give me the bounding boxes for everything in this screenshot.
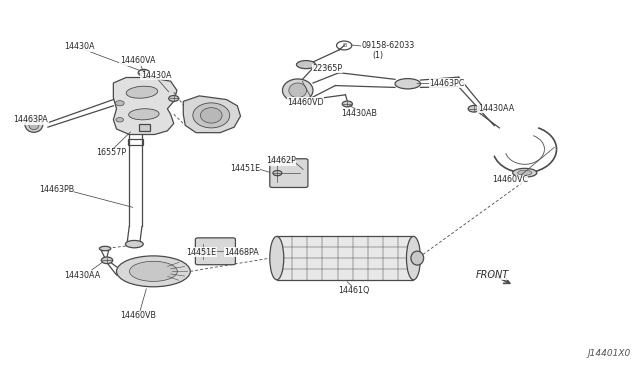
Circle shape — [101, 257, 113, 264]
Bar — [128, 139, 143, 145]
Ellipse shape — [200, 108, 222, 123]
Ellipse shape — [270, 236, 284, 280]
Ellipse shape — [395, 78, 420, 89]
Text: 14460VD: 14460VD — [287, 97, 324, 107]
Text: B: B — [342, 43, 346, 48]
Circle shape — [169, 96, 179, 102]
Text: 14430AA: 14430AA — [65, 270, 100, 279]
Text: 14460VB: 14460VB — [120, 311, 156, 320]
Circle shape — [273, 170, 282, 176]
Ellipse shape — [411, 251, 424, 265]
Ellipse shape — [25, 117, 43, 132]
Ellipse shape — [406, 236, 420, 280]
Ellipse shape — [193, 103, 230, 128]
Ellipse shape — [99, 246, 111, 251]
Text: 14463PC: 14463PC — [429, 78, 465, 87]
Circle shape — [116, 118, 124, 122]
Text: 14463PB: 14463PB — [39, 185, 74, 194]
Bar — [276, 236, 413, 280]
Ellipse shape — [125, 240, 143, 248]
Circle shape — [468, 105, 479, 112]
Polygon shape — [113, 77, 177, 135]
Ellipse shape — [129, 261, 177, 281]
Text: 16557P: 16557P — [96, 148, 126, 157]
Text: 14430AA: 14430AA — [477, 104, 514, 113]
Text: 14430AB: 14430AB — [341, 109, 377, 118]
Ellipse shape — [126, 86, 157, 98]
Ellipse shape — [289, 83, 307, 98]
Text: 14461Q: 14461Q — [338, 286, 369, 295]
Text: FRONT: FRONT — [476, 270, 509, 280]
Text: 14451E: 14451E — [186, 248, 216, 257]
Text: 14451E: 14451E — [230, 164, 260, 173]
Text: 22365P: 22365P — [312, 64, 342, 73]
Ellipse shape — [296, 61, 316, 69]
Text: 14430A: 14430A — [65, 42, 95, 51]
Circle shape — [115, 101, 124, 106]
Text: (1): (1) — [372, 51, 384, 60]
Circle shape — [342, 101, 353, 107]
Ellipse shape — [116, 256, 190, 287]
Text: 14460VA: 14460VA — [120, 57, 156, 65]
Ellipse shape — [513, 169, 537, 177]
FancyBboxPatch shape — [270, 159, 308, 187]
Ellipse shape — [129, 109, 159, 120]
Text: 14462P: 14462P — [266, 157, 296, 166]
Text: J14401X0: J14401X0 — [587, 349, 630, 358]
Circle shape — [138, 70, 150, 76]
Bar — [139, 124, 150, 131]
Text: 14468PA: 14468PA — [225, 248, 259, 257]
Ellipse shape — [29, 119, 39, 130]
FancyBboxPatch shape — [195, 238, 236, 265]
Text: 14463PA: 14463PA — [13, 115, 48, 124]
Text: 09158-62033: 09158-62033 — [362, 41, 415, 50]
Text: 14460VC: 14460VC — [492, 175, 528, 184]
Polygon shape — [183, 96, 241, 133]
Ellipse shape — [282, 79, 313, 102]
Text: 14430A: 14430A — [141, 71, 171, 80]
Ellipse shape — [518, 170, 532, 175]
Circle shape — [198, 249, 207, 254]
